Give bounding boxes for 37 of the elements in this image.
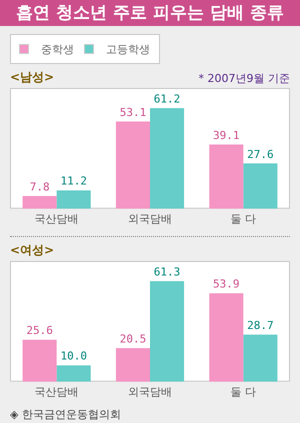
x-tick-label: 국산담배	[34, 212, 79, 226]
text: ◈ 한국금연운동협의회	[9, 407, 122, 423]
data-label: 20.5	[120, 332, 146, 346]
data-label: 10.0	[60, 350, 87, 363]
bar	[243, 163, 278, 209]
data-label: 61.2	[154, 92, 180, 106]
text: * 2007년9월 기준	[198, 71, 290, 86]
x-tick-label: 둘 다	[230, 212, 256, 226]
data-label: 28.7	[247, 319, 274, 332]
x-tick-label: 외국담배	[128, 385, 172, 398]
bar	[56, 365, 91, 382]
legend-label: 중학생	[40, 42, 74, 56]
bar	[150, 108, 184, 209]
bar	[56, 190, 91, 209]
bar	[116, 121, 150, 209]
data-label: 7.8	[30, 180, 50, 194]
data-label: 61.3	[154, 265, 180, 278]
data-label: 25.6	[26, 324, 53, 338]
bar	[243, 334, 278, 382]
data-label: 27.6	[247, 148, 274, 161]
bar	[209, 293, 244, 382]
bar	[209, 144, 244, 209]
data-label: 11.2	[60, 174, 87, 188]
legend-label: 고등학생	[105, 42, 150, 56]
x-tick-label: 외국담배	[128, 212, 172, 226]
x-tick-label: 둘 다	[230, 385, 256, 398]
chart-subtitle: <남성>	[10, 69, 54, 86]
bar	[22, 196, 57, 209]
chart-title: <여성>	[10, 242, 54, 259]
data-label: 53.9	[213, 278, 240, 291]
bar	[150, 281, 184, 382]
bar	[22, 340, 57, 382]
bar	[116, 348, 150, 382]
chart-title: 흡연 청소년 주로 피우는 담배 종류	[0, 0, 300, 26]
x-tick-label: 국산담배	[34, 385, 79, 398]
data-label: 39.1	[213, 128, 240, 142]
data-label: 53.1	[120, 106, 146, 119]
